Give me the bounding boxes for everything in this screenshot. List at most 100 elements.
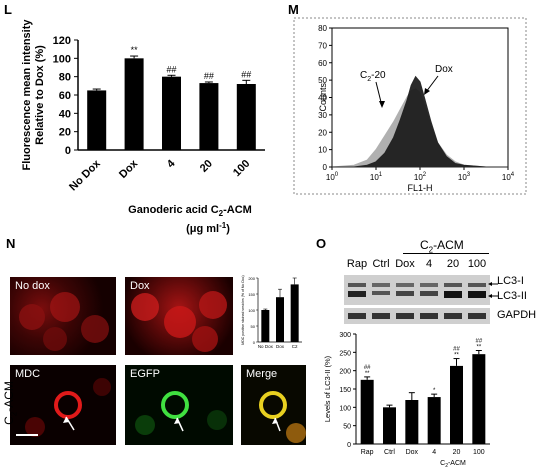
n-y-tick-label: 50	[251, 324, 256, 329]
western-blot-header: C2-ACM	[420, 238, 464, 255]
l-y-tick-label: 40	[59, 108, 71, 120]
o-bar	[450, 365, 463, 444]
n-x-tick-label: No Dox	[258, 344, 274, 349]
western-lane-label: Dox	[395, 258, 415, 270]
o-y-tick-label: 100	[339, 405, 351, 412]
n-x-tick-label: C2	[292, 344, 298, 349]
o-y-tick-label: 50	[343, 424, 351, 431]
l-significance: **	[131, 45, 139, 55]
o-bar	[472, 354, 486, 444]
m-series-label-c2-20: C2-20	[360, 70, 386, 83]
l-unit-label: (μg ml-1)	[186, 221, 230, 235]
chart-n-mdc-inset: 0 50 100 150 200 No Dox Dox C2 MDC positive stai…	[236, 272, 306, 357]
l-x-tick-label: 4	[165, 157, 178, 170]
western-label-lc3-i: LC3-I	[497, 275, 524, 287]
m-y-label: Counts	[318, 82, 328, 111]
n-y-tick-label: 100	[248, 308, 255, 313]
l-y-tick-label: 120	[53, 35, 71, 47]
micrograph-merge: Merge	[241, 365, 306, 445]
l-bar	[199, 83, 219, 150]
western-lane-label: Rap	[346, 258, 368, 270]
l-x-tick-label: Dox	[117, 157, 141, 181]
l-y-tick-label: 100	[53, 53, 71, 65]
l-y-tick-label: 20	[59, 127, 71, 139]
n-bar	[290, 284, 299, 342]
m-series-label-dox: Dox	[435, 64, 453, 75]
western-label-gapdh: GAPDH	[497, 309, 537, 321]
o-x-tick-label: 4	[432, 449, 436, 456]
western-label-lc3-ii: LC3-II	[497, 290, 527, 302]
m-series-area-dox	[332, 75, 508, 168]
o-y-tick-label: 250	[339, 350, 351, 357]
l-y-tick-label: 60	[59, 90, 71, 102]
l-y-label-line1: Fluorescence mean intensity	[21, 19, 33, 171]
o-significance-star: *	[433, 388, 436, 394]
m-x-tick-label: 104	[502, 172, 515, 182]
western-blot-lc3	[344, 275, 490, 305]
l-x-tick-label: 100	[231, 158, 252, 179]
western-lane-label: 20	[446, 258, 460, 270]
microscopy-side-label: C2-ACM	[2, 381, 19, 425]
l-bar	[87, 90, 107, 150]
m-x-tick-label: 101	[370, 172, 383, 182]
micrograph-label-no-dox: No dox	[15, 280, 50, 292]
micrograph-label-dox: Dox	[130, 280, 150, 292]
western-lane-label: Ctrl	[372, 258, 390, 270]
m-y-tick-label: 20	[318, 128, 327, 137]
m-x-tick-label: 103	[458, 172, 471, 182]
western-arrows-icon	[488, 282, 498, 298]
panel-letter-o: O	[316, 236, 327, 251]
o-y-tick-label: 200	[339, 369, 351, 376]
micrograph-label-egfp: EGFP	[130, 368, 160, 380]
o-x-tick-label: Dox	[406, 449, 419, 456]
scale-bar	[16, 434, 38, 436]
micrograph-mdc: MDC	[10, 365, 116, 445]
micrograph-egfp: EGFP	[125, 365, 233, 445]
o-bar	[405, 400, 419, 444]
western-header-line	[403, 253, 489, 254]
o-x-tick-label: Ctrl	[384, 449, 395, 456]
o-y-tick-label: 300	[339, 332, 351, 339]
western-lane-label: 100	[467, 258, 487, 270]
m-arrow-dox	[425, 75, 439, 93]
o-bar	[427, 397, 441, 444]
l-significance: ##	[204, 71, 214, 81]
n-x-tick-label: Dox	[276, 344, 285, 349]
o-significance-star: **	[365, 371, 370, 377]
micrograph-no-dox: No dox	[10, 277, 116, 355]
l-significance: ##	[166, 64, 176, 74]
micrograph-label-merge: Merge	[246, 368, 278, 380]
m-frame	[293, 17, 527, 195]
micrograph-label-mdc: MDC	[15, 368, 41, 380]
chart-m-flow-histogram: 0 10 20 30 40 50 60 70 80 100 101 102 103 104 Counts FL…	[293, 17, 527, 195]
o-significance-star: **	[476, 345, 481, 351]
m-x-tick-label: 102	[414, 172, 427, 182]
micrograph-dox: Dox	[125, 277, 233, 355]
western-lane-label: 4	[425, 258, 433, 270]
m-x-tick-label: 100	[326, 172, 339, 182]
m-x-label: FL1-H	[407, 183, 432, 193]
l-bar	[124, 58, 144, 151]
o-significance-hash: ##	[475, 339, 482, 345]
o-y-tick-label: 150	[339, 387, 351, 394]
m-y-tick-label: 10	[318, 146, 327, 155]
n-bar	[276, 297, 284, 342]
chart-l-fluorescence: 0 20 40 60 80 100 120 No Dox ** Dox ## 4 ## 20 ## 100 Fl…	[21, 19, 265, 235]
o-bar	[360, 379, 374, 444]
m-arrowhead-dox	[424, 88, 430, 95]
n-y-tick-label: 0	[253, 340, 256, 345]
o-x-tick-label: Rap	[361, 449, 374, 456]
western-lane-labels: Rap Ctrl Dox 4 20 100	[344, 258, 494, 272]
l-y-tick-label: 0	[65, 145, 71, 157]
western-blot-gapdh	[344, 308, 490, 324]
n-y-tick-label: 150	[248, 292, 255, 297]
m-y-tick-label: 60	[318, 59, 327, 68]
l-y-label-line2: Relative to Dox (%)	[34, 45, 46, 145]
m-y-tick-label: 0	[323, 163, 328, 172]
panel-letter-m: M	[288, 2, 299, 17]
o-x-tick-label: 20	[453, 449, 461, 456]
n-y-label: MDC positive stained vesicles (% of No D…	[241, 275, 245, 344]
o-significance-hash: ##	[453, 347, 460, 353]
m-y-tick-label: 40	[318, 94, 327, 103]
